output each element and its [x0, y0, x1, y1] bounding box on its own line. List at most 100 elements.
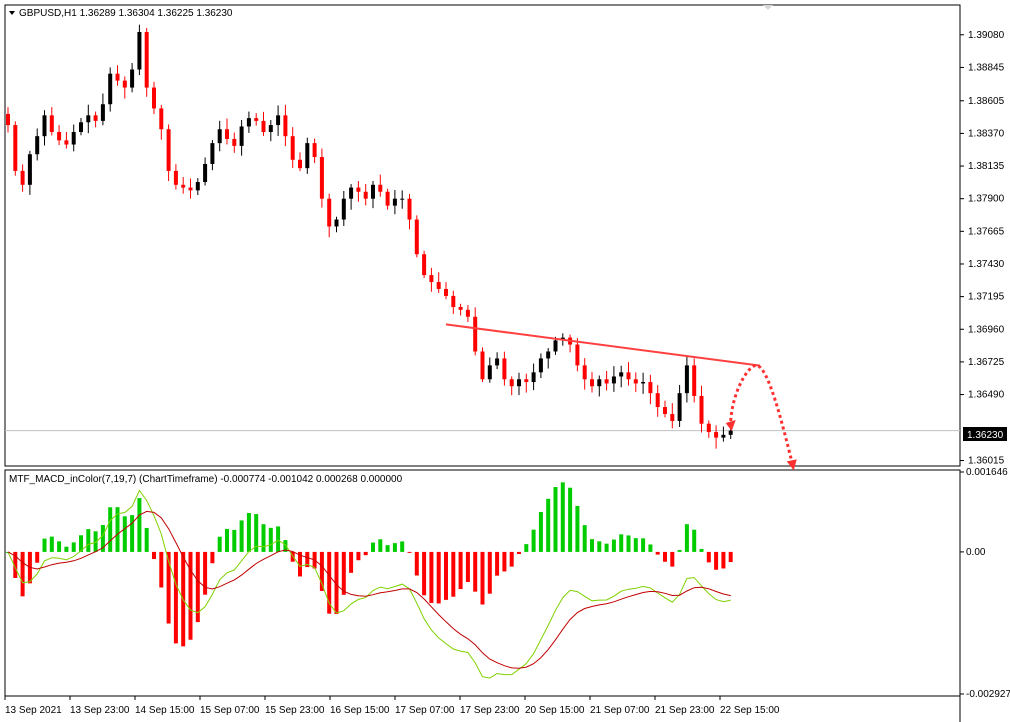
histogram-bar [159, 551, 164, 588]
time-tick-label: 15 Sep 23:00 [265, 705, 325, 716]
candle-body [27, 154, 32, 185]
candle-body [108, 73, 113, 105]
price-tick-label: 1.37665 [968, 226, 1005, 237]
time-tick-label: 17 Sep 07:00 [395, 705, 455, 716]
candle-body [582, 365, 587, 380]
histogram-bar [71, 542, 76, 552]
candle-body [49, 115, 54, 133]
resistance-trendline[interactable] [445, 323, 761, 367]
histogram-bar [268, 527, 273, 552]
candle-body [173, 170, 178, 185]
candle-body [392, 198, 397, 206]
histogram-bar [436, 551, 441, 604]
candle-body [210, 143, 215, 164]
menu-triangle-icon[interactable] [9, 11, 15, 15]
indicator-tick-label: 0.00 [966, 547, 986, 558]
candle-body [407, 198, 412, 220]
histogram-bar [714, 551, 719, 570]
histogram-bar [341, 551, 346, 595]
candle-body [122, 80, 127, 88]
histogram-bar [86, 529, 91, 552]
candle-body [524, 379, 529, 383]
candle-body [575, 344, 580, 366]
candle-body [203, 163, 208, 183]
candle-body [648, 382, 653, 394]
histogram-bar [721, 551, 726, 569]
histogram-bar [64, 546, 69, 552]
candle-body [495, 358, 500, 366]
time-tick-label: 14 Sep 15:00 [135, 705, 195, 716]
histogram-bar [246, 513, 251, 552]
candle-body [341, 198, 346, 220]
indicator-frame [4, 469, 961, 697]
candle-body [312, 143, 317, 158]
price-tick-label: 1.36960 [968, 324, 1005, 335]
histogram-bar [144, 527, 149, 552]
candle-body [152, 87, 156, 109]
histogram-bar [392, 543, 397, 552]
candle-body [363, 191, 368, 199]
histogram-bar [319, 551, 324, 591]
histogram-bar [663, 551, 667, 562]
histogram-bar [465, 551, 470, 583]
candle-body [115, 73, 120, 81]
candle-body [633, 379, 638, 384]
histogram-bar [166, 551, 171, 624]
price-tick-label: 1.38845 [968, 62, 1005, 73]
histogram-bar [538, 512, 543, 552]
candle-body [590, 379, 594, 387]
time-tick-label: 13 Sep 2021 [5, 705, 62, 716]
candle-body [232, 138, 237, 146]
histogram-bar [93, 531, 98, 552]
histogram-bar [42, 538, 47, 552]
candle-body [100, 104, 105, 121]
indicator-tick-label: 0.001646 [966, 467, 1008, 478]
histogram-bar [626, 535, 631, 552]
histogram-bar [414, 551, 419, 576]
histogram-bar [582, 525, 587, 552]
candle-body [334, 219, 339, 227]
indicator-tick-label: -0.002927 [966, 689, 1010, 700]
candle-body [706, 423, 711, 433]
candle-body [305, 143, 310, 169]
histogram-bar [684, 524, 689, 552]
candle-body [71, 132, 76, 145]
price-tick-label: 1.39080 [968, 30, 1005, 41]
price-tick-label: 1.36015 [968, 456, 1005, 467]
histogram-bar [473, 551, 478, 592]
histogram-bar [349, 551, 354, 573]
candle-body [166, 129, 171, 171]
price-tick-label: 1.36725 [968, 357, 1005, 368]
shift-marker-icon[interactable] [763, 5, 773, 10]
candle-body [385, 191, 390, 206]
candlestick-series [6, 24, 733, 449]
histogram-bar [283, 540, 288, 552]
candle-body [268, 125, 273, 133]
candle-body [414, 219, 419, 255]
price-tick-label: 1.38605 [968, 96, 1005, 107]
time-tick-label: 20 Sep 15:00 [525, 705, 585, 716]
price-tick-label: 1.37195 [968, 292, 1005, 303]
candle-body [429, 275, 434, 283]
histogram-bar [378, 539, 383, 552]
candle-body [225, 129, 229, 139]
candle-body [217, 129, 222, 144]
histogram-bar [422, 551, 427, 596]
candle-body [93, 115, 98, 121]
histogram-bar [49, 536, 54, 552]
histogram-bar [203, 551, 208, 595]
histogram-bar [553, 487, 558, 552]
time-tick-label: 13 Sep 23:00 [70, 705, 130, 716]
histogram-bar [371, 542, 375, 552]
histogram-bar [385, 545, 390, 552]
histogram-bar [298, 551, 302, 577]
histogram-bar [137, 498, 142, 552]
histogram-bar [305, 551, 310, 568]
histogram-bar [458, 551, 463, 590]
indicator-label: MTF_MACD_inColor(7,19,7) (ChartTimeframe… [9, 474, 403, 485]
candle-body [86, 115, 91, 123]
current-price-label-box [963, 427, 1007, 441]
candle-body [553, 340, 558, 352]
histogram-bar [546, 498, 551, 552]
